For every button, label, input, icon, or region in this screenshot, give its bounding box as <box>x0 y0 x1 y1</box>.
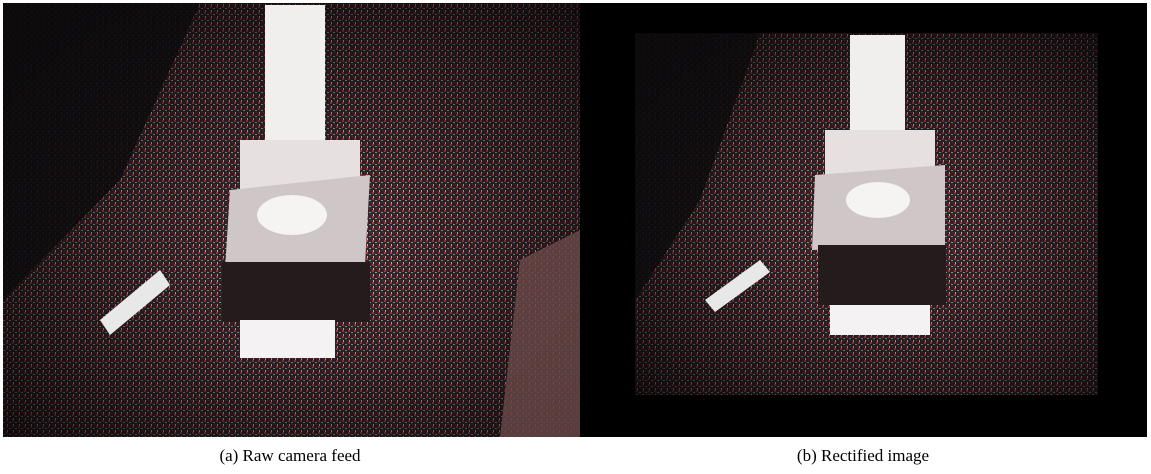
caption: (b) Rectified image <box>797 446 929 465</box>
figure: (a) Raw camera feed (b) Rectified image <box>0 0 1151 474</box>
caption: (a) Raw camera feed <box>219 446 361 465</box>
raw-camera-image <box>3 3 580 437</box>
page: (a) Raw camera feed (b) Rectified image … <box>0 0 1151 474</box>
rectified-image <box>580 3 1147 437</box>
